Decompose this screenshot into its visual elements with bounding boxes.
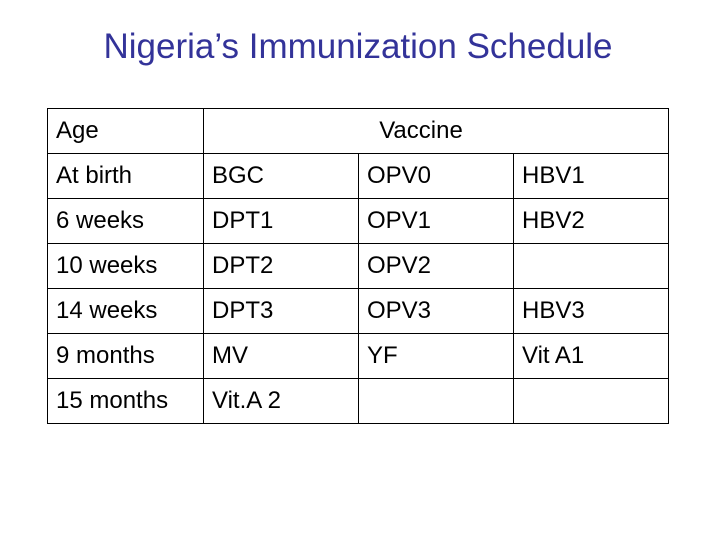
vaccine-cell: BGC xyxy=(203,153,359,199)
table-row: 6 weeks DPT1 OPV1 HBV2 xyxy=(47,198,669,244)
vaccine-cell: Vit A1 xyxy=(513,333,669,379)
vaccine-cell: Vit.A 2 xyxy=(203,378,359,424)
vaccine-cell: DPT2 xyxy=(203,243,359,289)
vaccine-cell: YF xyxy=(358,333,514,379)
slide-title: Nigeria’s Immunization Schedule xyxy=(103,27,613,66)
vaccine-cell: OPV1 xyxy=(358,198,514,244)
table-row: 10 weeks DPT2 OPV2 xyxy=(47,243,669,289)
vaccine-cell: OPV2 xyxy=(358,243,514,289)
vaccine-cell: HBV2 xyxy=(513,198,669,244)
immunization-schedule-table: Age Vaccine At birth BGC OPV0 HBV1 6 wee… xyxy=(47,108,669,424)
vaccine-cell: DPT3 xyxy=(203,288,359,334)
vaccine-cell xyxy=(513,243,669,289)
header-vaccine: Vaccine xyxy=(203,108,669,154)
vaccine-cell: DPT1 xyxy=(203,198,359,244)
table-row: 14 weeks DPT3 OPV3 HBV3 xyxy=(47,288,669,334)
age-cell: 15 months xyxy=(47,378,204,424)
vaccine-cell: OPV3 xyxy=(358,288,514,334)
age-cell: At birth xyxy=(47,153,204,199)
table-header-row: Age Vaccine xyxy=(47,108,669,154)
age-cell: 10 weeks xyxy=(47,243,204,289)
table-row: At birth BGC OPV0 HBV1 xyxy=(47,153,669,199)
table-row: 15 months Vit.A 2 xyxy=(47,378,669,424)
age-cell: 6 weeks xyxy=(47,198,204,244)
vaccine-cell: HBV1 xyxy=(513,153,669,199)
vaccine-cell: HBV3 xyxy=(513,288,669,334)
age-cell: 9 months xyxy=(47,333,204,379)
vaccine-cell xyxy=(513,378,669,424)
vaccine-cell: MV xyxy=(203,333,359,379)
header-age: Age xyxy=(47,108,204,154)
table-row: 9 months MV YF Vit A1 xyxy=(47,333,669,379)
vaccine-cell: OPV0 xyxy=(358,153,514,199)
age-cell: 14 weeks xyxy=(47,288,204,334)
vaccine-cell xyxy=(358,378,514,424)
